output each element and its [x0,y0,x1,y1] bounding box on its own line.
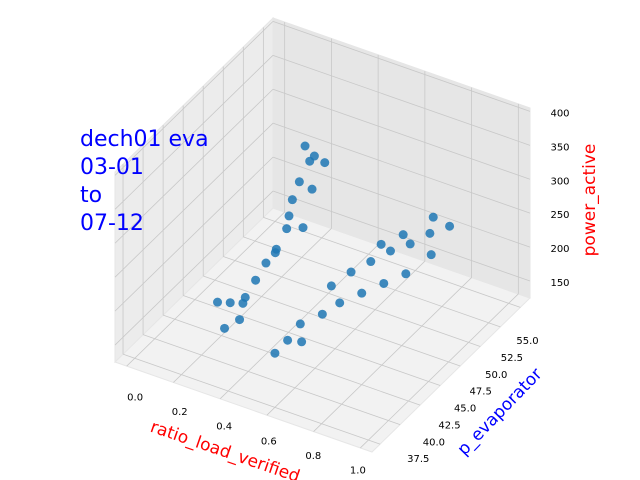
y-tick-label: 50.0 [485,370,507,381]
point [445,221,455,231]
point [213,297,223,307]
point [335,298,345,308]
grid-line [122,353,381,445]
point [300,141,310,151]
point [379,278,389,288]
grid-line [272,21,531,112]
grid-line [203,275,461,367]
x-tick-label: 0.2 [172,407,188,418]
grid-line [313,277,472,432]
grid-line [243,236,501,328]
grid-line [266,260,426,416]
point [220,323,230,333]
grid-line [114,21,274,176]
point [270,348,280,358]
grid-line [223,256,481,347]
grid-line [272,54,531,146]
title-line: dech01 eva [80,127,209,152]
point [317,309,327,319]
point [270,248,280,258]
grid-line [114,88,274,244]
title-line: to [80,183,102,208]
point [283,335,293,345]
point [326,281,336,291]
point [295,319,305,329]
point [297,337,307,347]
point [282,224,292,234]
grid-line [263,217,521,308]
z-tick-label: 350 [550,142,569,153]
grid-line [272,156,531,248]
point [398,230,408,240]
grid-line [114,55,274,210]
y-tick-label: 40.0 [423,437,445,448]
point [346,267,356,277]
x-tick-label: 0.8 [305,451,321,462]
point [294,177,304,187]
point [426,250,436,260]
point [235,315,245,325]
point [366,257,376,267]
point [284,211,294,221]
point [401,269,411,279]
y-tick-label: 37.5 [407,454,429,465]
point [238,298,248,308]
z-tick-label: 200 [550,244,569,255]
grid-line [272,122,531,214]
title-line: 07-12 [80,211,144,236]
grid-line [360,293,519,449]
x-tick-label: 0.4 [216,422,232,433]
grid-line [114,190,274,346]
point [287,195,297,205]
point [298,223,308,233]
point [320,158,330,168]
y-tick-label: 45.0 [454,404,476,415]
point [261,258,271,268]
y-tick-label: 47.5 [470,387,492,398]
point [405,239,415,249]
z-tick-label: 400 [550,108,569,119]
point [425,228,435,238]
point [307,184,317,194]
point [428,212,438,222]
grid-line [162,314,421,406]
grid-line [114,156,274,312]
grid-line [142,334,401,426]
point [376,239,386,249]
x-tick-label: 0.6 [261,436,277,447]
z-tick-label: 250 [550,210,569,221]
point [385,246,395,256]
y-tick-label: 52.5 [501,353,523,364]
grid-line [173,228,332,383]
grid-line [126,211,285,367]
z-axis-label: power_active [580,144,600,257]
point [357,288,367,298]
grid-line [183,295,441,386]
grid-line [114,122,274,278]
x-tick-label: 1.0 [350,465,366,476]
z-tick-label: 150 [550,278,569,289]
x-tick-label: 0.0 [127,393,143,404]
pane-back [272,17,531,299]
y-tick-label: 55.0 [516,336,538,347]
point [309,151,319,161]
title-line: 03-01 [80,155,144,180]
y-tick-label: 42.5 [438,420,460,431]
grid-line [272,88,531,180]
point [251,275,261,285]
z-tick-label: 300 [550,176,569,187]
point [225,298,235,308]
